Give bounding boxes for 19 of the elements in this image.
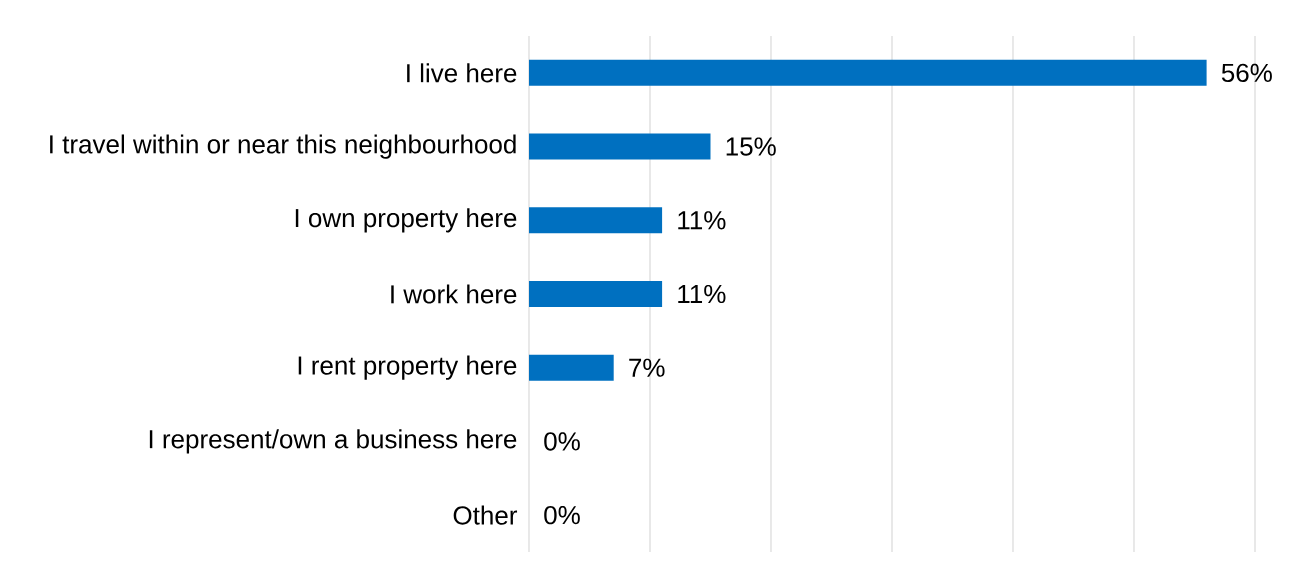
bar: [529, 354, 614, 381]
y-tick-label: I travel within or near this neighbourhood: [50, 134, 516, 159]
bar: [529, 281, 663, 307]
bar: [529, 133, 711, 160]
y-tick-label: I work here: [391, 284, 517, 304]
y-tick-label: I live here: [407, 63, 517, 83]
data-label: 11%: [678, 211, 726, 230]
data-label: 15%: [726, 137, 776, 156]
y-tick-label: I own property here: [295, 208, 517, 233]
data-label: 0%: [544, 432, 580, 451]
data-label: 11%: [678, 284, 726, 304]
data-label: 0%: [544, 505, 580, 525]
bar: [529, 207, 663, 234]
y-tick-label: I rent property here: [298, 355, 517, 380]
y-tick-label: I represent/own a business here: [149, 429, 517, 454]
data-label: 56%: [1221, 63, 1272, 83]
y-tick-label: Other: [453, 505, 518, 525]
bar: [529, 59, 1207, 86]
data-label: 7%: [629, 358, 665, 377]
